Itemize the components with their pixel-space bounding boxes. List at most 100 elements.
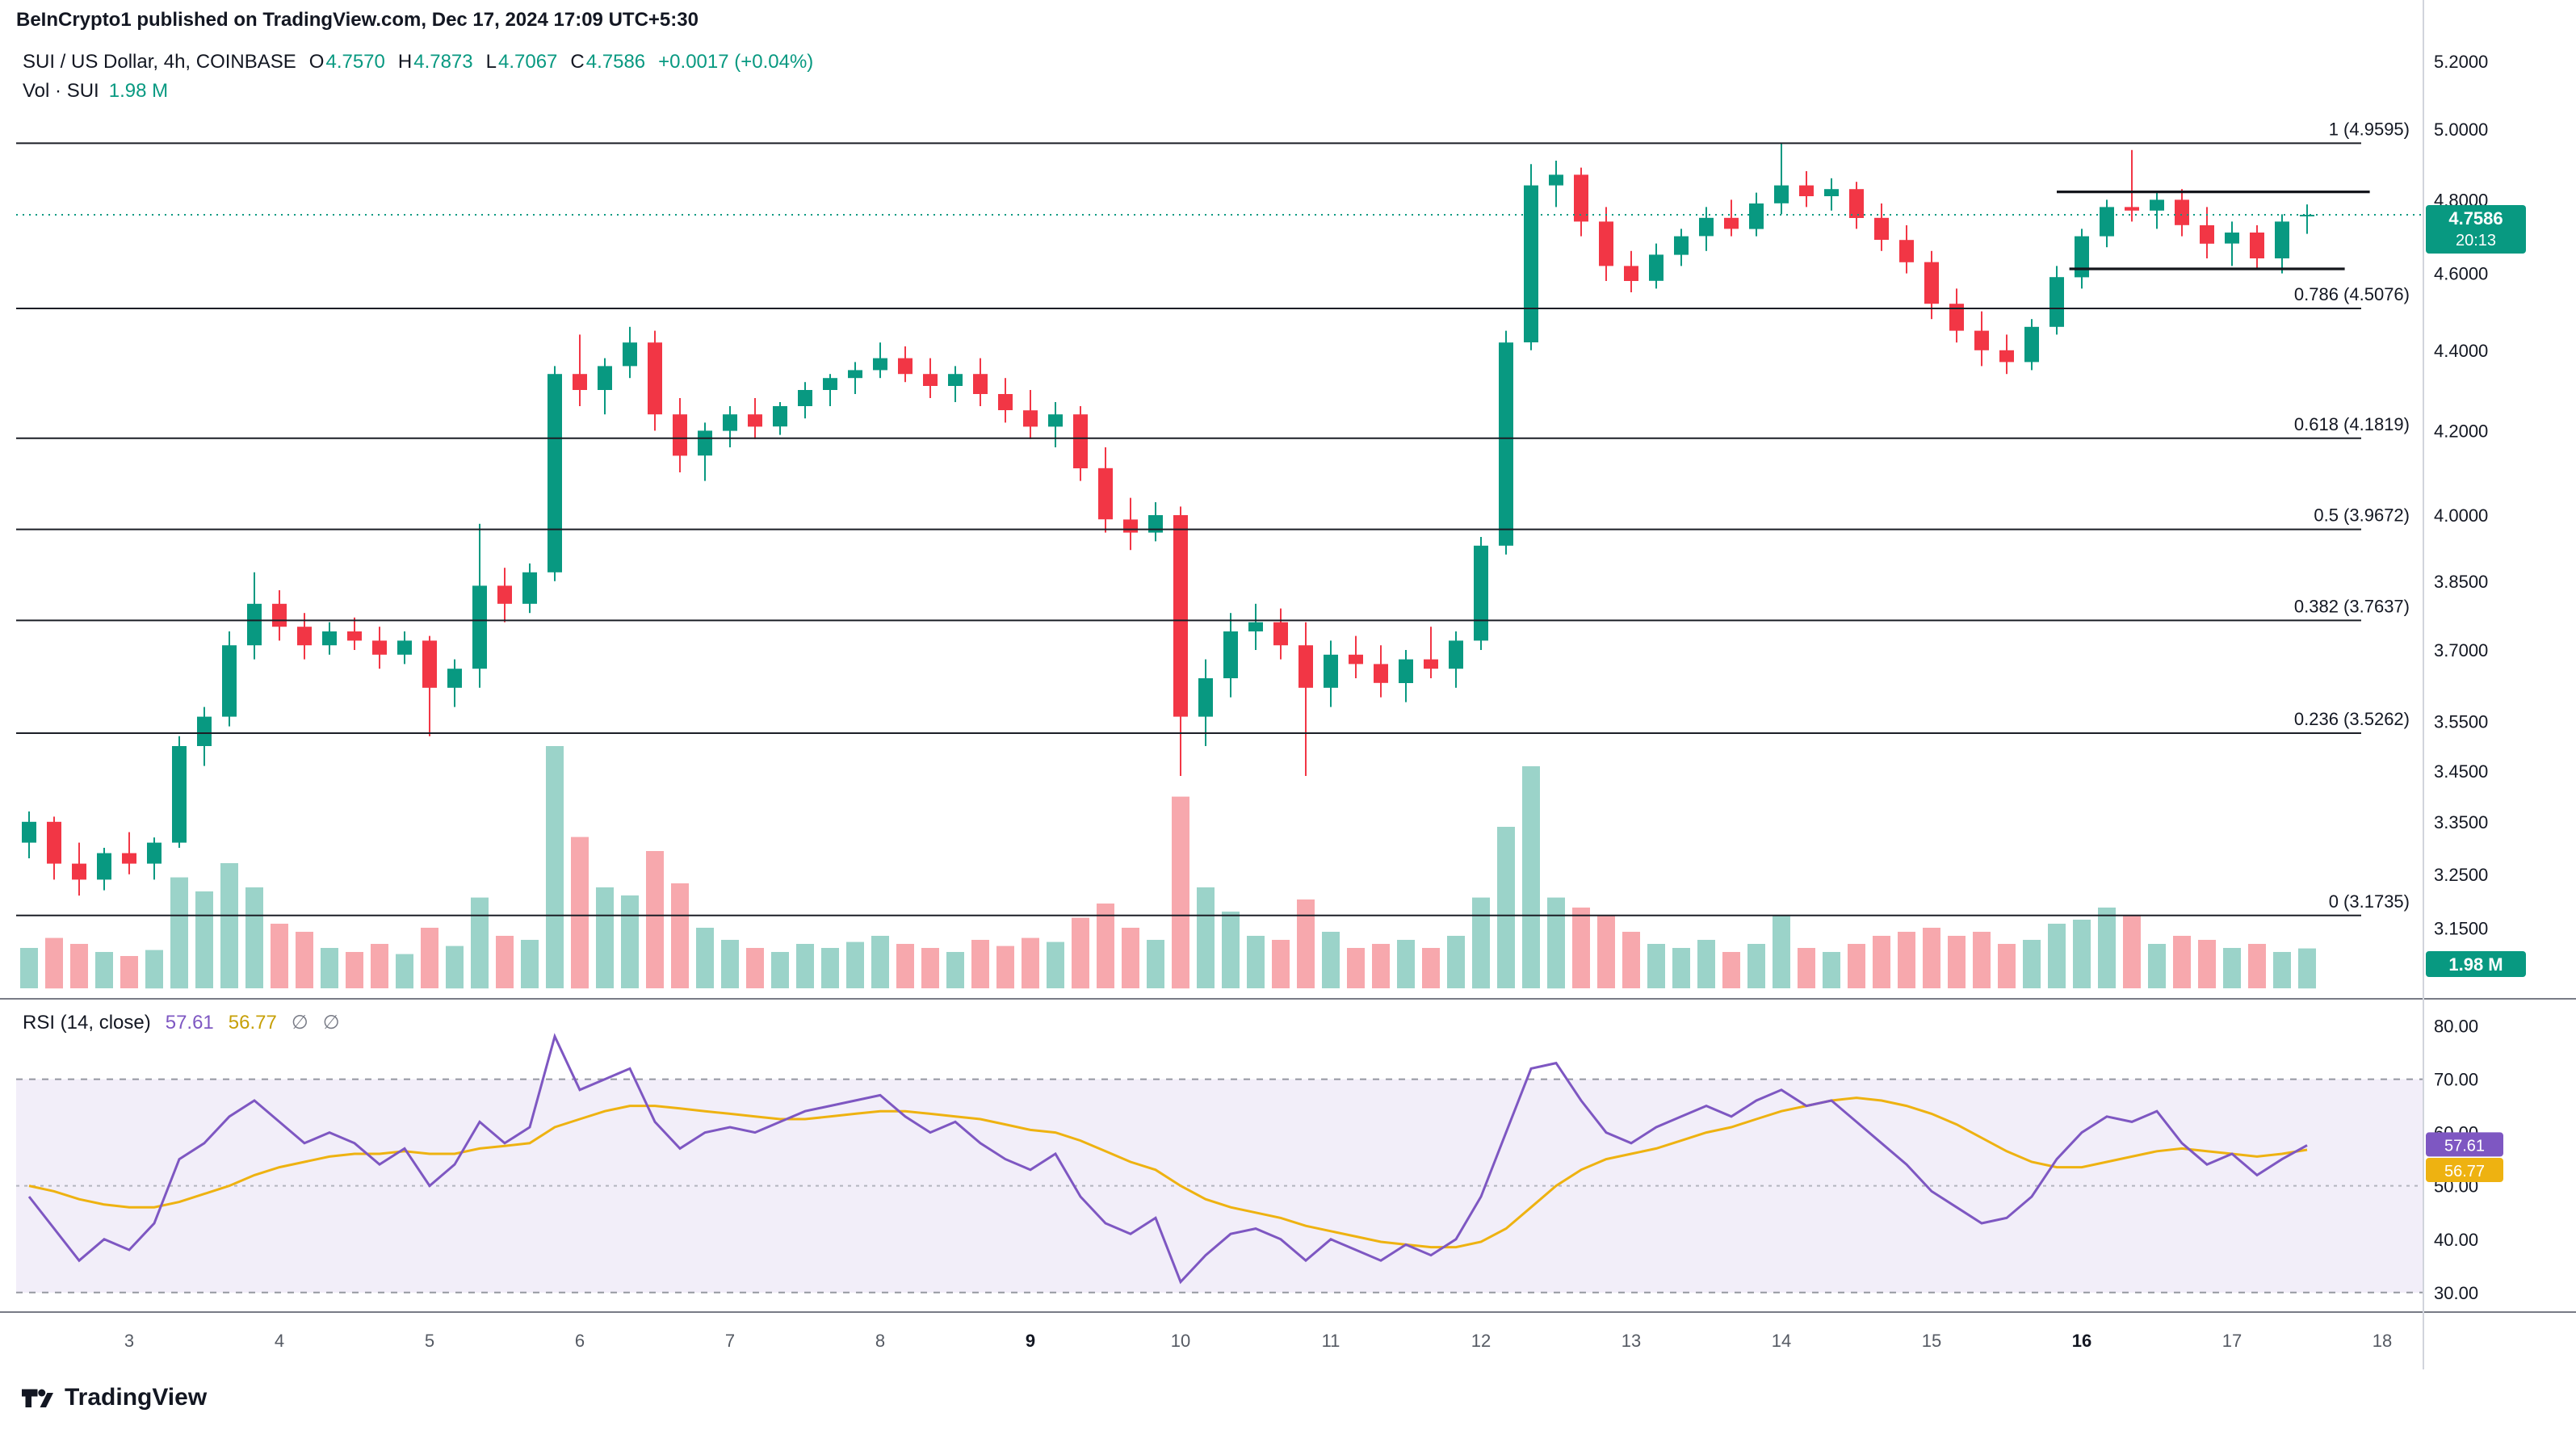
date-label: 18 (2373, 1331, 2392, 1351)
candle (122, 853, 136, 864)
fib-label: 0.236 (3.5262) (2294, 709, 2410, 729)
candle (347, 631, 362, 641)
rsi-tick: 80.00 (2434, 1016, 2478, 1036)
candle (1924, 262, 1939, 304)
rsi-tick: 70.00 (2434, 1070, 2478, 1090)
svg-text:56.77: 56.77 (2444, 1163, 2485, 1180)
volume-bar (346, 952, 363, 988)
candle (47, 821, 61, 864)
volume-bar (1372, 944, 1390, 988)
candle (1474, 545, 1488, 641)
rsi-tick: 40.00 (2434, 1230, 2478, 1250)
candle (598, 366, 612, 390)
volume-bar (646, 851, 664, 988)
volume-badge: 1.98 M (2426, 951, 2526, 977)
candle (2125, 207, 2139, 211)
candle (1599, 221, 1613, 266)
candle (1774, 185, 1789, 203)
candle (2200, 225, 2214, 244)
date-label: 11 (1322, 1331, 1340, 1351)
date-label: 10 (1171, 1331, 1190, 1351)
candle (1173, 515, 1188, 717)
candle (222, 645, 237, 717)
date-label: 7 (725, 1331, 735, 1351)
open-label: O (308, 50, 325, 73)
fib-label: 0.618 (4.1819) (2294, 414, 2410, 434)
candle (648, 342, 662, 415)
date-label: 17 (2222, 1331, 2242, 1351)
candles-layer (22, 143, 2314, 896)
fib-retracement[interactable]: 1 (4.9595) 0.786 (4.5076) 0.618 (4.1819) 0.… (16, 119, 2410, 916)
candle (297, 627, 312, 646)
candle (2225, 233, 2239, 244)
date-label: 9 (1026, 1331, 1035, 1351)
candle (2075, 236, 2089, 278)
candle (1874, 217, 1889, 240)
tradingview-logo[interactable]: TradingView (19, 1381, 207, 1415)
candle (1649, 254, 1663, 281)
candle (1899, 240, 1914, 262)
candle (497, 585, 512, 604)
time-axis[interactable]: 3 4 5 6 7 8 9 10 11 12 13 14 15 16 17 18 (124, 1331, 2392, 1351)
price-tick: 3.2500 (2434, 865, 2488, 885)
candle (1048, 414, 1063, 427)
volume-bar (1172, 796, 1189, 989)
volume-bar (1848, 944, 1865, 988)
volume-bar (1798, 948, 1815, 988)
date-label: 14 (1772, 1331, 1791, 1351)
volume-bar (496, 936, 514, 988)
volume-bar (1522, 766, 1540, 988)
volume-bar (996, 946, 1014, 989)
volume-bar (220, 863, 238, 988)
candle (823, 378, 837, 390)
low-ohlc: L 4.7067 (486, 50, 558, 73)
volume-bar (321, 948, 338, 988)
candle (1023, 410, 1038, 427)
volume-bar (1297, 899, 1315, 988)
fib-label: 0.5 (3.9672) (2314, 505, 2410, 526)
volume-bar (1547, 897, 1565, 989)
date-label: 12 (1471, 1331, 1491, 1351)
volume-bar (571, 837, 589, 989)
last-price-badge: 4.7586 20:13 (2426, 205, 2526, 254)
volume-bar (1497, 827, 1515, 988)
volume-legend[interactable]: Vol · SUI 1.98 M (23, 79, 168, 102)
candle (698, 430, 712, 456)
candle (1749, 203, 1764, 229)
volume-histogram (20, 746, 2316, 989)
volume-bar (20, 948, 38, 988)
volume-bar (671, 883, 689, 988)
volume-bar (2023, 940, 2041, 988)
volume-bar (2223, 948, 2241, 988)
volume-bar (2298, 948, 2316, 989)
volume-bar (1572, 908, 1590, 988)
rsi-source-icon-2[interactable]: ∅ (322, 1011, 340, 1034)
rsi-pane (16, 1033, 2423, 1294)
main-chart[interactable]: 1 (4.9595) 0.786 (4.5076) 0.618 (4.1819) 0.… (0, 0, 2576, 1369)
rsi-source-icon[interactable]: ∅ (291, 1011, 308, 1034)
volume-bar (1197, 887, 1215, 988)
date-label: 5 (425, 1331, 434, 1351)
volume-bar (296, 932, 313, 988)
candle (2275, 221, 2289, 258)
volume-bar (271, 924, 288, 988)
close-ohlc: C 4.7586 (570, 50, 645, 73)
volume-bar (1923, 928, 1940, 988)
candle (422, 640, 437, 688)
volume-bar (70, 944, 88, 988)
volume-bar (1347, 948, 1365, 988)
candle (1273, 622, 1288, 646)
candle (748, 414, 762, 427)
bar-countdown: 20:13 (2456, 232, 2496, 249)
volume-bar (1773, 916, 1790, 988)
price-axis[interactable]: 5.20005.00004.80004.60004.40004.20004.00… (2434, 52, 2488, 939)
candle (2100, 207, 2114, 237)
candle (1974, 330, 1989, 350)
candle (1949, 304, 1964, 331)
candle (97, 853, 111, 880)
rsi-legend[interactable]: RSI (14, close) 57.61 56.77 ∅ ∅ (23, 1011, 340, 1034)
